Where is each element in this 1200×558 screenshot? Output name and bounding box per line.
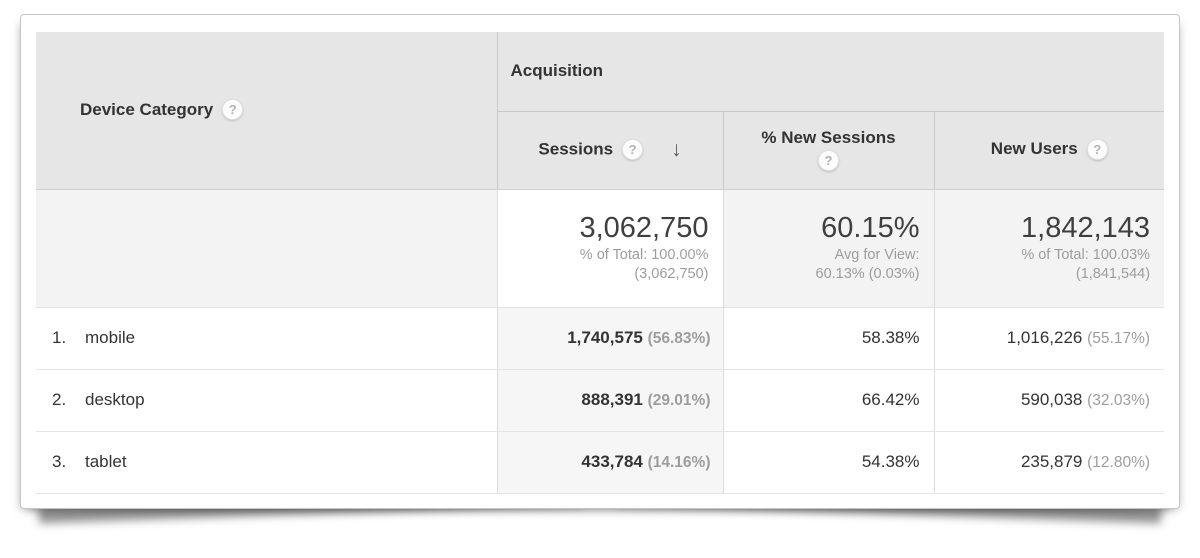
acquisition-label: Acquisition bbox=[510, 61, 604, 81]
help-icon[interactable]: ? bbox=[1086, 138, 1108, 160]
percent-new-sessions-cell: 66.42% bbox=[723, 369, 935, 432]
summary-percent-new-sessions-cell: 60.15% Avg for View: 60.13% (0.03%) bbox=[723, 189, 935, 308]
column-header-new-users[interactable]: New Users? bbox=[933, 111, 1165, 190]
sessions-total: 3,062,750 bbox=[579, 212, 709, 245]
row-rank: 2. bbox=[52, 390, 67, 409]
new-users-value: 1,016,226 bbox=[1006, 328, 1083, 347]
percent-new-sessions-subtext-1: Avg for View: bbox=[834, 247, 920, 264]
column-header-sessions[interactable]: Sessions? ↓ bbox=[496, 111, 723, 190]
new-users-total: 1,842,143 bbox=[1021, 212, 1151, 245]
new-users-cell: 590,038 (32.03%) bbox=[934, 369, 1165, 432]
percent-new-sessions-cell: 58.38% bbox=[723, 307, 935, 370]
sessions-total-subtext-2: (3,062,750) bbox=[634, 266, 709, 283]
percent-new-sessions-value: 58.38% bbox=[861, 328, 920, 347]
table-row: 3. tablet 433,784 (14.16%) 54.38% 235,879… bbox=[36, 431, 1165, 494]
sessions-percent: (29.01%) bbox=[647, 392, 711, 409]
percent-new-sessions-value: 66.42% bbox=[861, 390, 920, 409]
sessions-cell: 888,391 (29.01%) bbox=[496, 369, 724, 432]
table-row: 2. desktop 888,391 (29.01%) 66.42% 590,03… bbox=[36, 369, 1165, 432]
new-users-cell: 235,879 (12.80%) bbox=[934, 431, 1165, 494]
row-rank: 1. bbox=[52, 328, 67, 347]
row-dimension-cell: 3. tablet bbox=[36, 431, 497, 494]
summary-dimension-cell bbox=[36, 189, 497, 308]
column-header-percent-new-sessions[interactable]: % New Sessions ? bbox=[722, 111, 934, 190]
row-dimension-cell: 1. mobile bbox=[36, 307, 497, 370]
table-row: 1. mobile 1,740,575 (56.83%) 58.38% 1,016… bbox=[36, 307, 1165, 370]
sort-descending-icon[interactable]: ↓ bbox=[671, 138, 682, 161]
new-users-percent: (55.17%) bbox=[1087, 330, 1151, 347]
sessions-percent: (56.83%) bbox=[647, 330, 711, 347]
new-users-percent: (32.03%) bbox=[1087, 392, 1151, 409]
metric-header-row: Sessions? ↓ % New Sessions ? New Users? bbox=[36, 111, 1165, 190]
row-rank: 3. bbox=[52, 452, 67, 471]
sessions-cell: 433,784 (14.16%) bbox=[496, 431, 724, 494]
sessions-total-subtext-1: % of Total: 100.00% bbox=[579, 247, 709, 264]
new-users-value: 590,038 bbox=[1020, 390, 1083, 409]
percent-new-sessions-header-label: % New Sessions bbox=[761, 127, 896, 147]
help-icon[interactable]: ? bbox=[622, 138, 644, 160]
sessions-cell: 1,740,575 (56.83%) bbox=[496, 307, 724, 370]
summary-new-users-cell: 1,842,143 % of Total: 100.03% (1,841,544… bbox=[934, 189, 1165, 308]
row-dimension-cell: 2. desktop bbox=[36, 369, 497, 432]
analytics-table-card: Device Category? Acquisition Sessions? ↓ … bbox=[20, 14, 1180, 509]
new-users-cell: 1,016,226 (55.17%) bbox=[934, 307, 1165, 370]
sessions-value: 888,391 bbox=[581, 390, 643, 409]
group-header-acquisition: Acquisition bbox=[496, 32, 1165, 112]
percent-new-sessions-total: 60.15% bbox=[821, 212, 920, 245]
row-label: desktop bbox=[85, 390, 145, 409]
new-users-percent: (12.80%) bbox=[1087, 454, 1151, 471]
new-users-header-label: New Users bbox=[990, 139, 1078, 159]
row-label: mobile bbox=[85, 328, 136, 347]
summary-row: 3,062,750 % of Total: 100.00% (3,062,750… bbox=[36, 189, 1165, 308]
new-users-subtext-1: % of Total: 100.03% bbox=[1021, 247, 1151, 264]
group-header-row: Device Category? Acquisition bbox=[36, 32, 1165, 190]
sessions-header-label: Sessions bbox=[538, 139, 614, 159]
sessions-percent: (14.16%) bbox=[647, 454, 711, 471]
column-header-device-category[interactable]: Device Category? bbox=[36, 32, 497, 190]
percent-new-sessions-cell: 54.38% bbox=[723, 431, 935, 494]
new-users-value: 235,879 bbox=[1020, 452, 1083, 471]
device-category-table: Device Category? Acquisition Sessions? ↓ … bbox=[36, 32, 1165, 494]
new-users-subtext-2: (1,841,544) bbox=[1075, 266, 1151, 283]
percent-new-sessions-value: 54.38% bbox=[861, 452, 920, 471]
sessions-value: 433,784 bbox=[581, 452, 643, 471]
sessions-value: 1,740,575 bbox=[567, 328, 643, 347]
percent-new-sessions-subtext-2: 60.13% (0.03%) bbox=[815, 266, 920, 283]
help-icon[interactable]: ? bbox=[222, 98, 244, 120]
device-category-label: Device Category bbox=[80, 99, 214, 119]
row-label: tablet bbox=[85, 452, 127, 471]
help-icon[interactable]: ? bbox=[818, 150, 839, 171]
summary-sessions-cell: 3,062,750 % of Total: 100.00% (3,062,750… bbox=[496, 189, 724, 308]
